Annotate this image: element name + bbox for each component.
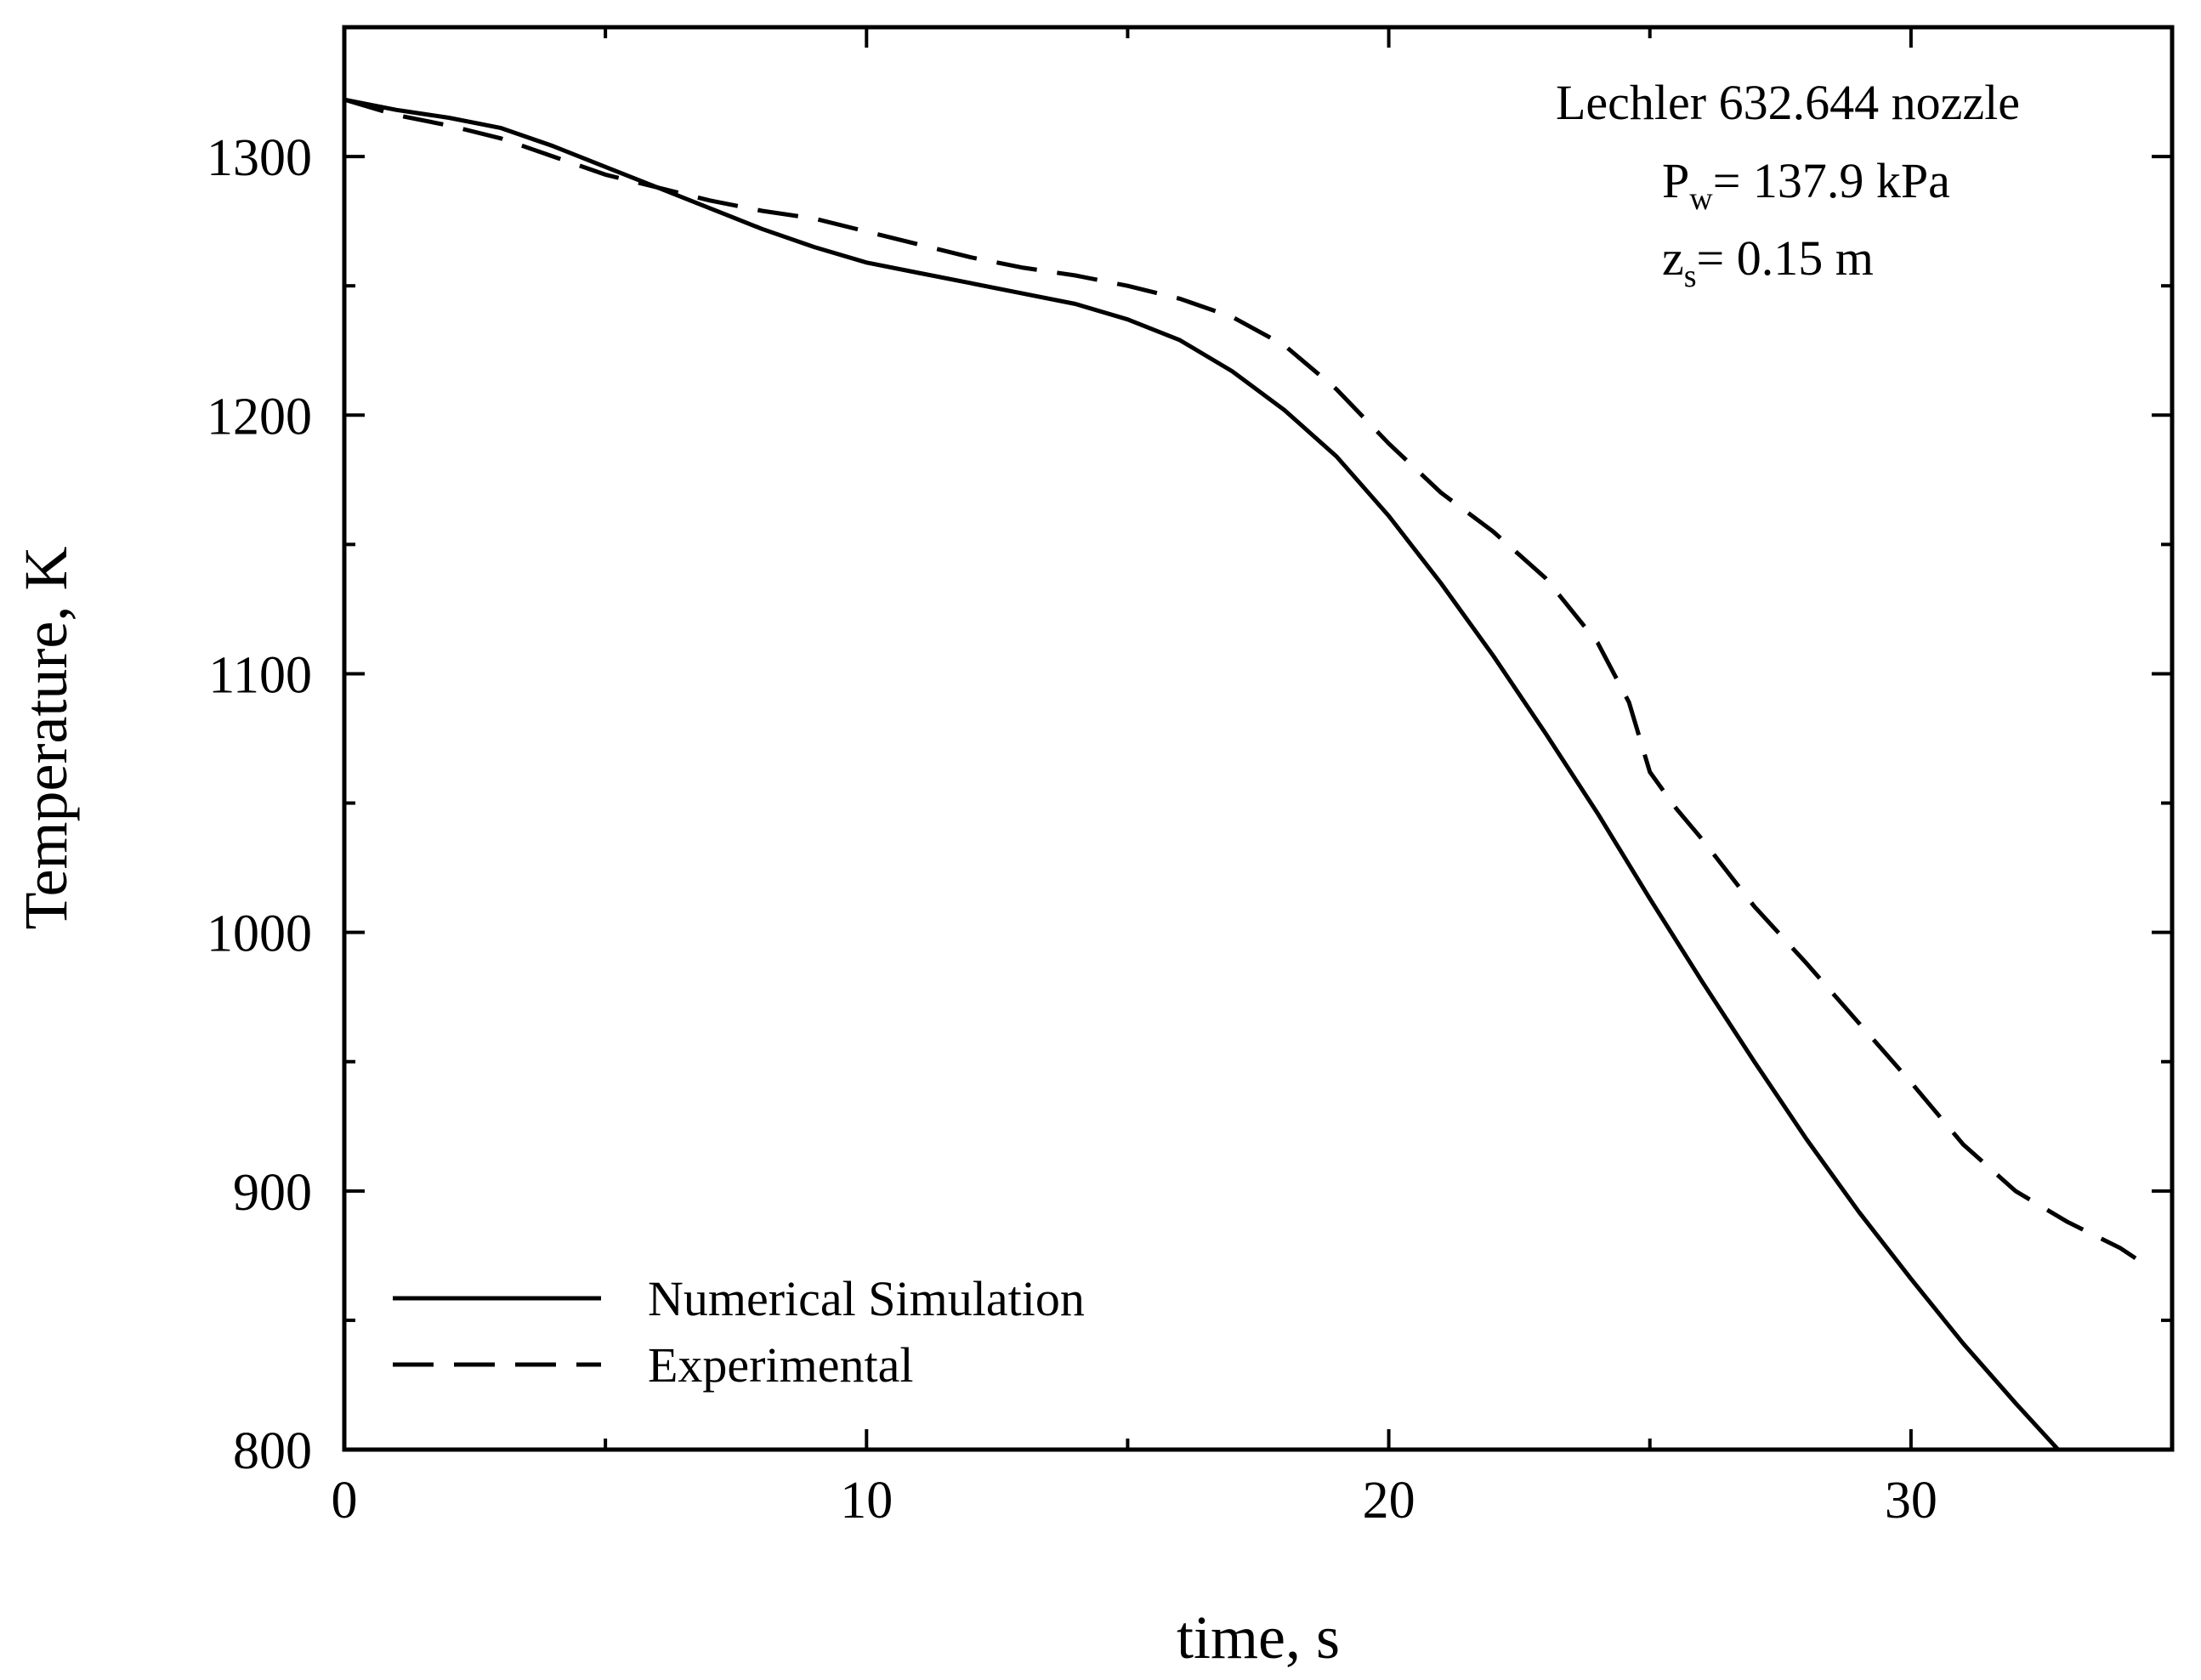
x-tick-label: 20 bbox=[1363, 1472, 1415, 1530]
series-layer bbox=[344, 97, 2137, 1450]
y-tick-label: 1100 bbox=[208, 646, 312, 704]
annotation-pressure-symbol: P bbox=[1662, 153, 1689, 208]
annotation-nozzle: Lechler 632.644 nozzle bbox=[1556, 75, 2020, 130]
legend: Numerical Simulation Experimental bbox=[393, 1271, 1085, 1393]
x-tick-label: 0 bbox=[332, 1472, 358, 1530]
annotation-distance-symbol: z bbox=[1662, 230, 1684, 286]
y-tick-label: 1200 bbox=[207, 388, 312, 446]
annotation-distance: zs= 0.15 m bbox=[1662, 230, 1874, 294]
annotation-block: Lechler 632.644 nozzle Pw= 137.9 kPa zs=… bbox=[1556, 75, 2020, 294]
annotation-distance-subscript: s bbox=[1684, 258, 1697, 294]
y-tick-label: 900 bbox=[233, 1164, 312, 1222]
x-axis-label: time, s bbox=[1177, 1603, 1340, 1671]
annotation-pressure: Pw= 137.9 kPa bbox=[1662, 153, 1950, 217]
annotation-pressure-subscript: w bbox=[1689, 181, 1713, 217]
series-experimental-line bbox=[344, 97, 2137, 1260]
legend-label-experimental: Experimental bbox=[648, 1337, 913, 1393]
x-tick-label: 30 bbox=[1885, 1472, 1937, 1530]
y-tick-label: 800 bbox=[233, 1422, 312, 1480]
y-tick-label: 1000 bbox=[207, 905, 312, 963]
y-tick-label: 1300 bbox=[207, 129, 312, 187]
y-axis-label: Temperature, K bbox=[12, 547, 80, 930]
legend-label-numerical: Numerical Simulation bbox=[648, 1271, 1085, 1326]
x-tick-label: 10 bbox=[840, 1472, 893, 1530]
annotation-distance-value: = 0.15 m bbox=[1697, 230, 1874, 286]
plot-frame bbox=[342, 25, 2175, 1452]
annotation-pressure-value: = 137.9 kPa bbox=[1713, 153, 1950, 208]
tick-labels-layer: 0 10 20 30 800 900 1000 1100 1200 1300 bbox=[207, 129, 1937, 1530]
